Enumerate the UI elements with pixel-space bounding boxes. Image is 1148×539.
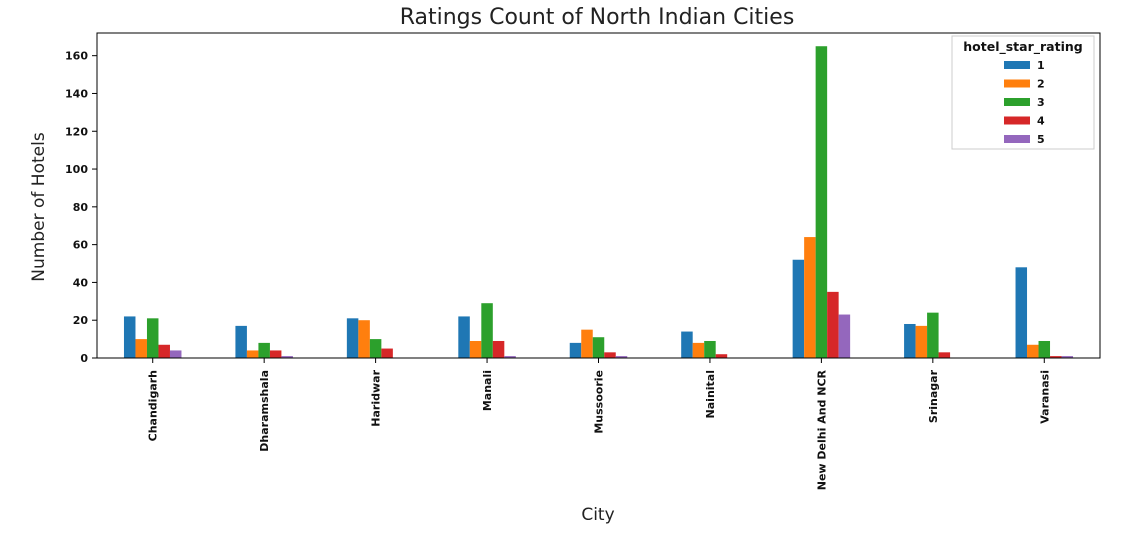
- legend-label-2: 2: [1037, 78, 1045, 91]
- x-tick-label: Chandigarh: [147, 370, 160, 441]
- legend-title: hotel_star_rating: [963, 39, 1082, 55]
- bar-varanasi-rating-3: [1038, 340, 1051, 358]
- bar-srinagar-rating-1: [904, 323, 916, 358]
- x-tick-label: Nainital: [704, 370, 717, 418]
- bar-dharamshala-rating-1: [235, 325, 247, 358]
- bar-haridwar-rating-2: [358, 320, 370, 358]
- legend-label-5: 5: [1037, 133, 1045, 146]
- bar-manali-rating-5: [504, 356, 516, 358]
- bar-haridwar-rating-4: [381, 348, 393, 358]
- x-axis-label: City: [581, 505, 614, 525]
- x-tick-label: New Delhi And NCR: [815, 369, 828, 490]
- bar-nainital-rating-1: [681, 331, 693, 358]
- bar-dharamshala-rating-2: [246, 350, 259, 358]
- bar-nainital-rating-3: [704, 340, 716, 358]
- y-tick-label: 0: [80, 352, 88, 365]
- bar-nainital-rating-4: [715, 354, 728, 358]
- legend-swatch-3: [1004, 98, 1030, 106]
- x-tick-label: Varanasi: [1038, 370, 1051, 424]
- x-tick-label: Haridwar: [370, 369, 383, 426]
- chart-title: Ratings Count of North Indian Cities: [400, 5, 795, 30]
- bar-chandigarh-rating-1: [123, 316, 136, 358]
- bars-group: [123, 46, 1074, 358]
- bar-new-delhi-and-ncr-rating-5: [838, 314, 851, 358]
- bar-haridwar-rating-3: [369, 339, 382, 358]
- bar-mussoorie-rating-4: [604, 352, 616, 358]
- bar-mussoorie-rating-2: [581, 329, 593, 358]
- bar-varanasi-rating-4: [1050, 356, 1062, 358]
- bar-srinagar-rating-4: [938, 352, 951, 358]
- plot-area-frame: [96, 32, 1101, 359]
- y-tick-label: 140: [65, 87, 88, 100]
- y-tick-label: 120: [65, 125, 88, 138]
- bar-manali-rating-3: [481, 303, 493, 358]
- bar-mussoorie-rating-5: [615, 356, 628, 358]
- legend-label-3: 3: [1037, 96, 1045, 109]
- bar-dharamshala-rating-4: [269, 350, 282, 358]
- bar-dharamshala-rating-3: [258, 342, 270, 358]
- y-tick-label: 80: [73, 201, 89, 214]
- x-tick-label: Srinagar: [927, 369, 940, 423]
- bar-varanasi-rating-5: [1061, 356, 1074, 358]
- y-axis-ticks: 0 20 40 60 80 100 120 140 160: [65, 50, 97, 365]
- y-axis-label: Number of Hotels: [29, 132, 49, 282]
- bar-manali-rating-1: [458, 316, 470, 358]
- legend-items: 1 2 3 4 5: [1004, 59, 1045, 146]
- bar-varanasi-rating-1: [1015, 267, 1028, 358]
- x-tick-label: Dharamshala: [258, 370, 271, 452]
- y-tick-label: 40: [73, 276, 89, 289]
- bar-haridwar-rating-1: [346, 318, 359, 358]
- bar-dharamshala-rating-5: [281, 356, 293, 358]
- bar-new-delhi-and-ncr-rating-2: [804, 237, 816, 358]
- bar-nainital-rating-2: [692, 342, 705, 358]
- bar-chandigarh-rating-3: [146, 318, 159, 358]
- legend-swatch-5: [1004, 135, 1030, 143]
- legend-box: [951, 35, 1095, 150]
- bar-new-delhi-and-ncr-rating-1: [792, 259, 805, 358]
- bar-manali-rating-2: [469, 340, 482, 358]
- bar-mussoorie-rating-1: [569, 342, 582, 358]
- legend-swatch-2: [1004, 79, 1030, 88]
- y-tick-label: 100: [65, 163, 88, 176]
- y-tick-label: 20: [73, 314, 89, 327]
- bar-srinagar-rating-3: [927, 312, 939, 358]
- bar-varanasi-rating-2: [1027, 344, 1039, 358]
- bar-new-delhi-and-ncr-rating-4: [827, 291, 839, 358]
- bar-manali-rating-4: [492, 340, 505, 358]
- bar-srinagar-rating-2: [915, 325, 928, 358]
- legend-swatch-1: [1004, 61, 1030, 69]
- bar-mussoorie-rating-3: [592, 337, 605, 358]
- bar-new-delhi-and-ncr-rating-3: [815, 46, 828, 358]
- legend: hotel_star_rating 1 2 3 4 5: [951, 35, 1095, 150]
- y-tick-label: 60: [73, 239, 89, 252]
- x-axis-ticks: Chandigarh Dharamshala Haridwar Manali Musso…: [147, 358, 1051, 490]
- y-tick-label: 160: [65, 50, 88, 63]
- bar-chandigarh-rating-2: [135, 339, 147, 358]
- x-tick-label: Manali: [481, 370, 494, 411]
- legend-label-1: 1: [1037, 59, 1045, 72]
- bar-chandigarh-rating-5: [169, 350, 182, 358]
- legend-swatch-4: [1004, 116, 1030, 125]
- bar-chandigarh-rating-4: [158, 344, 170, 358]
- x-tick-label: Mussoorie: [593, 370, 606, 434]
- legend-label-4: 4: [1037, 115, 1045, 128]
